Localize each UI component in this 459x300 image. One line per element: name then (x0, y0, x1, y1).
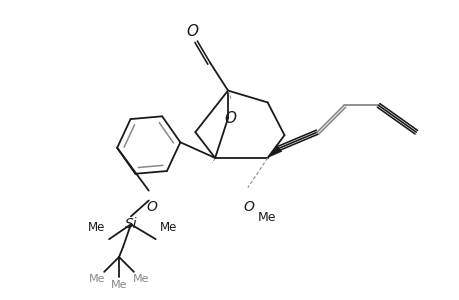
Text: O: O (224, 111, 235, 126)
Text: Me: Me (111, 280, 127, 290)
Text: Si: Si (124, 217, 137, 231)
Text: O: O (243, 200, 254, 214)
Polygon shape (267, 145, 282, 158)
Text: Me: Me (159, 221, 177, 234)
Text: Me: Me (257, 212, 275, 224)
Text: O: O (186, 24, 198, 39)
Text: Me: Me (89, 274, 105, 284)
Text: Me: Me (132, 274, 149, 284)
Text: O: O (146, 200, 157, 214)
Text: Me: Me (88, 221, 105, 234)
